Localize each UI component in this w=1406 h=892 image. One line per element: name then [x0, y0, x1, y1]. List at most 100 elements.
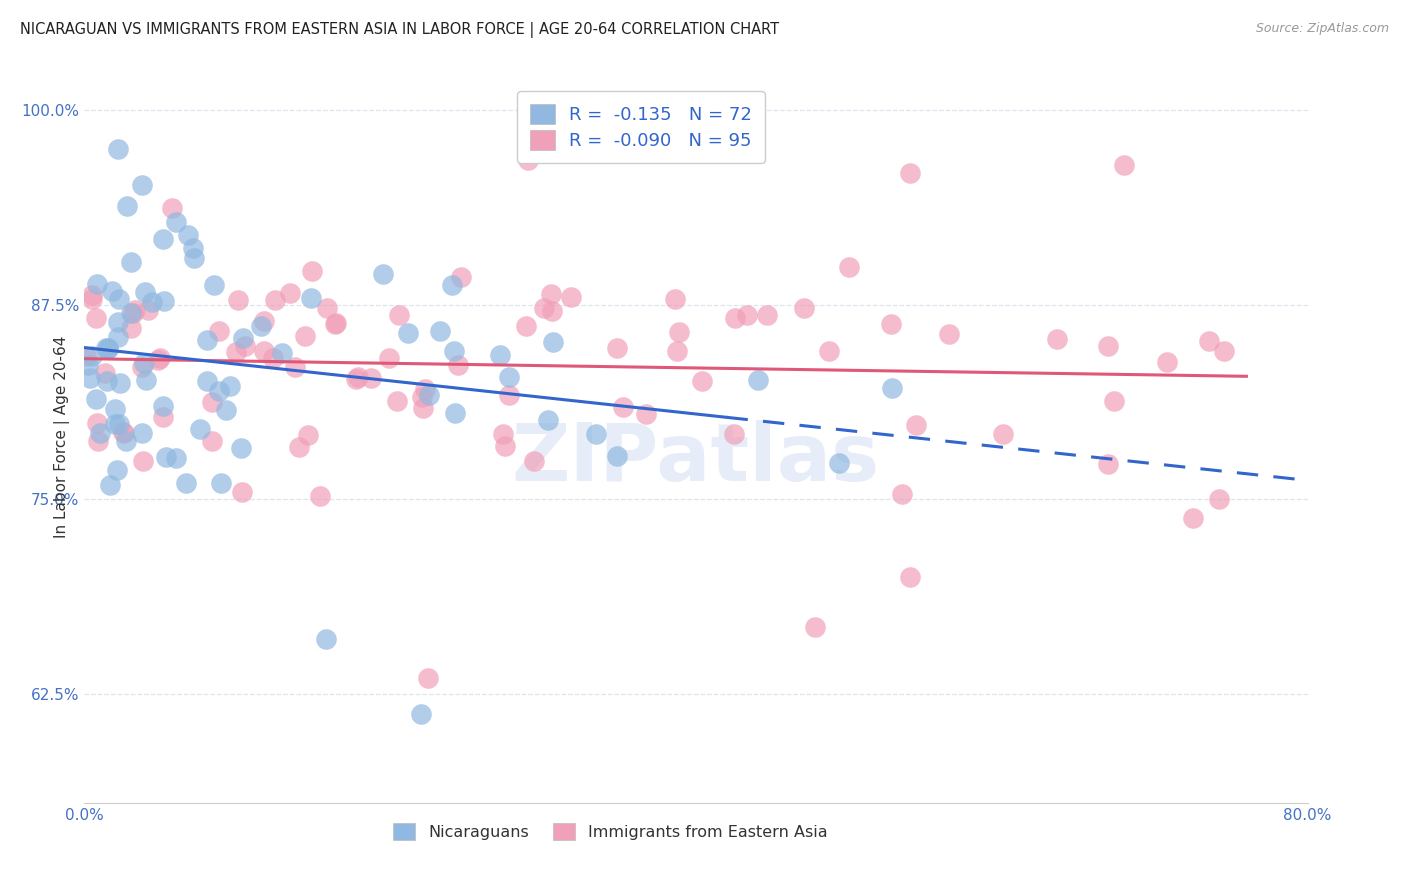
Point [97, 341, 120, 355]
Point [195, 374, 218, 388]
Point [111, 425, 134, 439]
Point [197, 333, 219, 347]
Point [690, 374, 713, 388]
Point [409, 707, 432, 722]
Point [543, 334, 565, 349]
Point [94, 341, 117, 355]
Point [297, 428, 319, 442]
Point [325, 316, 347, 330]
Point [991, 427, 1014, 442]
Point [412, 401, 434, 416]
Point [152, 232, 174, 246]
Point [491, 426, 513, 441]
Point [309, 489, 332, 503]
Point [112, 425, 135, 440]
Point [208, 384, 231, 398]
Point [488, 348, 510, 362]
Point [105, 462, 128, 476]
Point [450, 269, 472, 284]
Point [107, 330, 129, 344]
Point [108, 417, 131, 431]
Point [107, 314, 129, 328]
Point [723, 426, 745, 441]
Point [533, 301, 555, 315]
Point [516, 153, 538, 167]
Point [98, 477, 121, 491]
Point [165, 450, 187, 465]
Point [188, 422, 211, 436]
Point [87, 434, 110, 448]
Point [418, 388, 440, 402]
Point [108, 376, 131, 391]
Point [201, 394, 224, 409]
Point [226, 293, 249, 307]
Point [299, 291, 322, 305]
Point [838, 260, 860, 274]
Point [86, 311, 108, 326]
Point [149, 351, 172, 366]
Point [756, 308, 779, 322]
Point [84, 392, 107, 406]
Point [115, 199, 138, 213]
Point [634, 407, 657, 421]
Point [828, 456, 851, 470]
Point [152, 409, 174, 424]
Point [214, 402, 236, 417]
Point [146, 353, 169, 368]
Point [1097, 339, 1119, 353]
Point [165, 215, 187, 229]
Point [107, 142, 129, 156]
Point [86, 277, 108, 291]
Point [174, 476, 197, 491]
Point [498, 369, 520, 384]
Point [153, 293, 176, 308]
Point [155, 450, 177, 465]
Point [898, 570, 921, 584]
Point [202, 277, 225, 292]
Point [905, 418, 928, 433]
Point [101, 284, 124, 298]
Point [253, 314, 276, 328]
Point [225, 345, 247, 359]
Point [315, 632, 337, 647]
Point [77, 358, 100, 372]
Point [444, 406, 467, 420]
Point [879, 317, 901, 331]
Point [1198, 334, 1220, 348]
Point [606, 449, 628, 463]
Point [898, 165, 921, 179]
Point [443, 343, 465, 358]
Point [817, 344, 839, 359]
Text: Source: ZipAtlas.com: Source: ZipAtlas.com [1256, 22, 1389, 36]
Point [79, 370, 101, 384]
Point [132, 454, 155, 468]
Point [232, 330, 254, 344]
Point [494, 439, 516, 453]
Point [344, 372, 367, 386]
Point [80, 349, 103, 363]
Point [231, 484, 253, 499]
Point [104, 417, 127, 431]
Point [498, 388, 520, 402]
Point [396, 326, 419, 341]
Point [804, 620, 827, 634]
Point [96, 374, 118, 388]
Point [115, 434, 138, 448]
Point [1097, 457, 1119, 471]
Point [540, 303, 562, 318]
Point [606, 341, 628, 355]
Point [378, 351, 401, 365]
Point [208, 324, 231, 338]
Point [891, 487, 914, 501]
Point [668, 325, 690, 339]
Point [209, 475, 232, 490]
Point [104, 401, 127, 416]
Point [523, 454, 546, 468]
Point [250, 319, 273, 334]
Point [1208, 491, 1230, 506]
Point [219, 379, 242, 393]
Point [264, 293, 287, 308]
Point [131, 360, 153, 375]
Point [82, 288, 104, 302]
Point [315, 301, 337, 315]
